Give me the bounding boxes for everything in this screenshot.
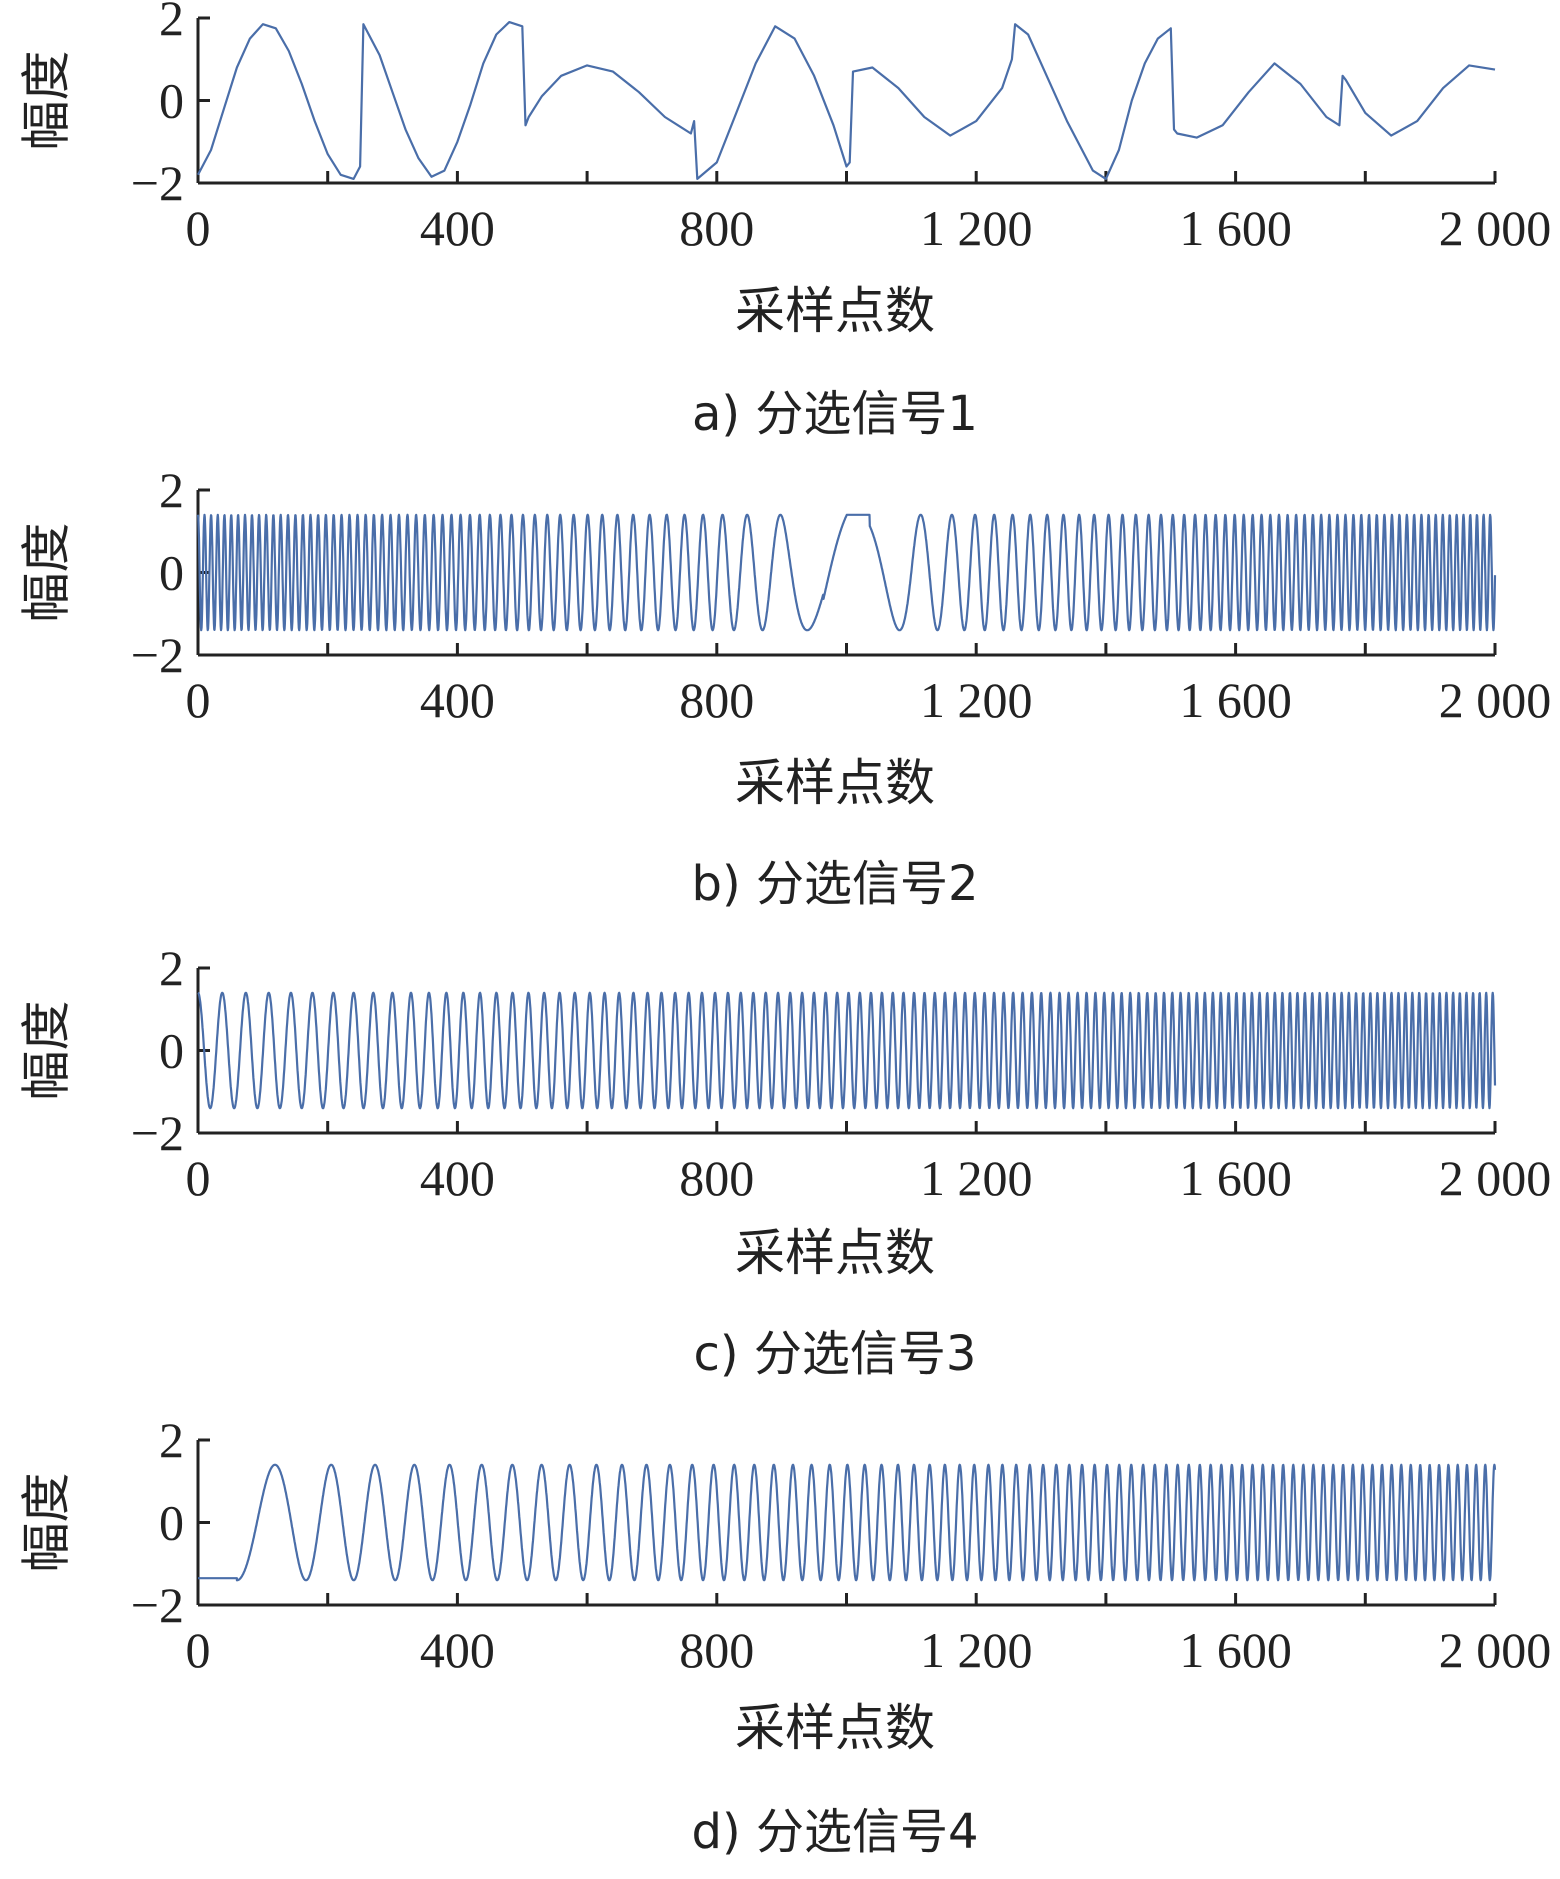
y-axis-label: 幅度 <box>18 1001 76 1101</box>
series-line-1 <box>196 513 1497 632</box>
x-tick-label: 400 <box>420 1150 495 1206</box>
x-axis-label: 采样点数 <box>735 1699 935 1757</box>
x-axis-label: 采样点数 <box>735 754 935 812</box>
y-tick-label: 0 <box>159 73 184 129</box>
x-tick-label: 400 <box>420 672 495 728</box>
y-tick-label: −2 <box>131 627 184 683</box>
x-tick-label: 400 <box>420 1622 495 1678</box>
y-tick-label: 0 <box>159 1023 184 1079</box>
series-line-1 <box>197 21 1496 180</box>
x-tick-label: 1 200 <box>920 1622 1033 1678</box>
y-tick-label: −2 <box>131 155 184 211</box>
x-tick-label: 2 000 <box>1439 672 1552 728</box>
y-axis-label: 幅度 <box>18 1473 76 1573</box>
x-tick-label: 0 <box>186 672 211 728</box>
x-tick-label: 800 <box>679 200 754 256</box>
series-line-1 <box>198 1463 1497 1582</box>
panel-caption: c) 分选信号3 <box>694 1326 977 1382</box>
x-axis-label: 采样点数 <box>735 1224 935 1282</box>
y-tick-label: 2 <box>159 462 184 518</box>
x-tick-label: 1 600 <box>1179 1150 1292 1206</box>
y-axis-label: 幅度 <box>18 523 76 623</box>
x-tick-label: 800 <box>679 1622 754 1678</box>
panel-caption: b) 分选信号2 <box>692 856 979 912</box>
panel-caption: a) 分选信号1 <box>692 386 978 442</box>
x-tick-label: 1 200 <box>920 672 1033 728</box>
x-tick-label: 1 200 <box>920 200 1033 256</box>
y-tick-label: 2 <box>159 0 184 46</box>
y-tick-label: −2 <box>131 1105 184 1161</box>
x-tick-label: 2 000 <box>1439 1622 1552 1678</box>
x-tick-label: 1 600 <box>1179 1622 1292 1678</box>
panel-caption: d) 分选信号4 <box>692 1804 979 1860</box>
x-tick-label: 2 000 <box>1439 1150 1552 1206</box>
x-tick-label: 400 <box>420 200 495 256</box>
y-tick-label: 0 <box>159 1495 184 1551</box>
x-tick-label: 1 600 <box>1179 672 1292 728</box>
series-line-1 <box>197 991 1497 1110</box>
x-tick-label: 0 <box>186 1622 211 1678</box>
x-tick-label: 0 <box>186 1150 211 1206</box>
y-tick-label: 0 <box>159 545 184 601</box>
x-axis-label: 采样点数 <box>735 282 935 340</box>
x-tick-label: 1 600 <box>1179 200 1292 256</box>
x-tick-label: 800 <box>679 1150 754 1206</box>
y-tick-label: 2 <box>159 1412 184 1468</box>
x-tick-label: 2 000 <box>1439 200 1552 256</box>
y-tick-label: −2 <box>131 1577 184 1633</box>
y-axis-label: 幅度 <box>18 51 76 151</box>
x-tick-label: 1 200 <box>920 1150 1033 1206</box>
x-tick-label: 0 <box>186 200 211 256</box>
y-tick-label: 2 <box>159 940 184 996</box>
x-tick-label: 800 <box>679 672 754 728</box>
